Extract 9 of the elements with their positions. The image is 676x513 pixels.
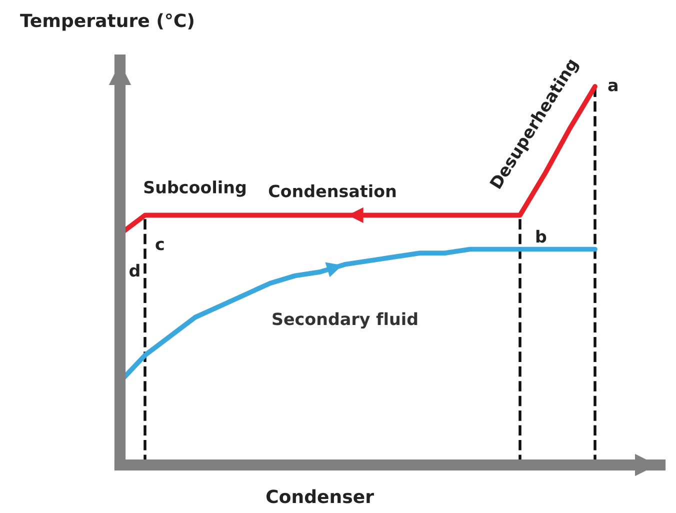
annotation: b [536,230,546,243]
annotation: d [130,264,140,277]
annotation: Subcooling [144,180,246,197]
series-label: Secondary fluid [272,312,418,329]
text: a [608,82,618,92]
annotation: Condensation [268,184,396,198]
annotation: c [156,240,164,250]
y-axis-title: Temperature (°C) [20,13,194,31]
x-axis-title: Condenser [266,489,374,504]
